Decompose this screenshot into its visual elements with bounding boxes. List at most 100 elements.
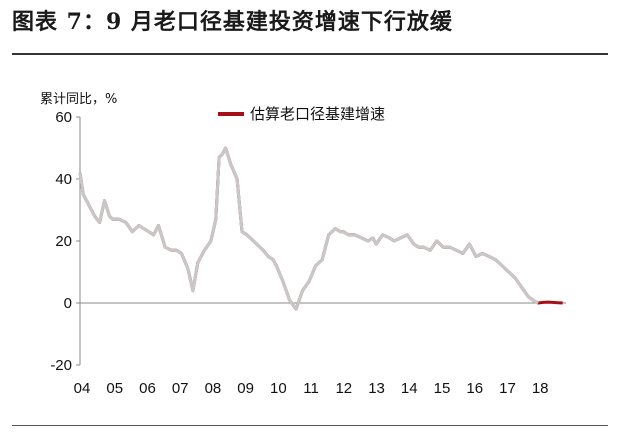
- data-point: [562, 302, 564, 304]
- data-point: [557, 302, 559, 304]
- y-tick-label: 0: [64, 295, 72, 312]
- data-point: [334, 228, 336, 230]
- data-point: [282, 281, 284, 283]
- data-point: [197, 262, 199, 264]
- x-tick-label: 16: [466, 380, 483, 397]
- data-point: [413, 243, 415, 245]
- data-point: [521, 287, 523, 289]
- footer-rule: [12, 425, 608, 426]
- data-point: [469, 243, 471, 245]
- x-tick-label: 14: [401, 380, 418, 397]
- data-point: [542, 302, 544, 304]
- data-point: [125, 222, 127, 224]
- data-point: [488, 256, 490, 258]
- x-tick-label: 13: [368, 380, 385, 397]
- data-point: [118, 219, 120, 221]
- y-tick-label: 40: [55, 171, 72, 188]
- data-point: [339, 231, 341, 233]
- y-tick-label: 60: [55, 109, 72, 126]
- data-point: [112, 219, 114, 221]
- y-tick-label: 20: [55, 233, 72, 250]
- data-point: [204, 250, 206, 252]
- x-tick-label: 09: [237, 380, 254, 397]
- data-point: [442, 246, 444, 248]
- x-tick-label: 11: [303, 380, 319, 397]
- data-point: [241, 231, 243, 233]
- data-point: [181, 253, 183, 255]
- data-point: [354, 234, 356, 236]
- data-point: [99, 222, 101, 224]
- data-point: [236, 178, 238, 180]
- x-tick-label: 06: [139, 380, 156, 397]
- data-point: [267, 256, 269, 258]
- data-point: [262, 250, 264, 252]
- data-point: [547, 301, 549, 303]
- data-point: [79, 172, 81, 174]
- data-point: [222, 153, 224, 155]
- data-point: [482, 253, 484, 255]
- data-point: [449, 246, 451, 248]
- title-rule: [12, 53, 608, 55]
- data-point: [456, 250, 458, 252]
- axes: -20 0 20 40 60 04 05 06 07 08 09 10 11 12 13 14 15 16 17 18: [50, 109, 566, 397]
- data-point: [230, 163, 232, 165]
- data-point: [475, 256, 477, 258]
- data-point: [109, 215, 111, 217]
- x-tick-label: 17: [499, 380, 516, 397]
- data-point: [528, 296, 530, 298]
- data-point: [361, 237, 363, 239]
- x-tick-label: 04: [74, 380, 91, 397]
- plot-area: [78, 146, 564, 311]
- data-point: [375, 243, 377, 245]
- x-tick-label: 15: [434, 380, 451, 397]
- data-point: [225, 147, 227, 149]
- x-tick-label: 18: [532, 380, 549, 397]
- y-axis-label: 累计同比，%: [40, 92, 117, 107]
- data-point: [215, 219, 217, 221]
- data-point: [272, 259, 274, 261]
- data-point: [501, 265, 503, 267]
- data-point: [192, 290, 194, 292]
- data-point: [372, 237, 374, 239]
- data-point: [158, 225, 160, 227]
- data-point: [171, 250, 173, 252]
- data-point: [87, 203, 89, 205]
- data-point: [514, 277, 516, 279]
- data-point: [276, 265, 278, 267]
- x-tick-label: 05: [106, 380, 123, 397]
- data-point: [94, 215, 96, 217]
- data-point: [343, 231, 345, 233]
- data-point: [429, 250, 431, 252]
- data-point: [537, 302, 539, 304]
- series-line-overlay: [78, 146, 539, 311]
- data-point: [176, 250, 178, 252]
- data-point: [328, 234, 330, 236]
- data-point: [315, 265, 317, 267]
- data-point: [462, 253, 464, 255]
- data-point: [218, 157, 220, 159]
- data-point: [132, 231, 134, 233]
- data-point: [495, 259, 497, 261]
- data-point: [418, 246, 420, 248]
- x-tick-label: 08: [205, 380, 222, 397]
- data-point: [423, 246, 425, 248]
- data-point: [187, 268, 189, 270]
- x-tick-label: 10: [270, 380, 287, 397]
- data-point: [534, 301, 536, 303]
- data-point: [400, 237, 402, 239]
- data-point: [289, 299, 291, 301]
- series-line-estimated: [78, 146, 563, 311]
- data-point: [148, 231, 150, 233]
- legend: 估算老口径基建增速: [218, 105, 385, 123]
- data-point: [508, 271, 510, 273]
- legend-label: 估算老口径基建增速: [250, 105, 385, 123]
- x-tick-label: 12: [335, 380, 352, 397]
- data-point: [321, 259, 323, 261]
- data-point: [393, 240, 395, 242]
- data-point: [153, 234, 155, 236]
- data-point: [382, 234, 384, 236]
- data-point: [253, 240, 255, 242]
- data-point: [348, 234, 350, 236]
- data-point: [138, 225, 140, 227]
- data-point: [388, 237, 390, 239]
